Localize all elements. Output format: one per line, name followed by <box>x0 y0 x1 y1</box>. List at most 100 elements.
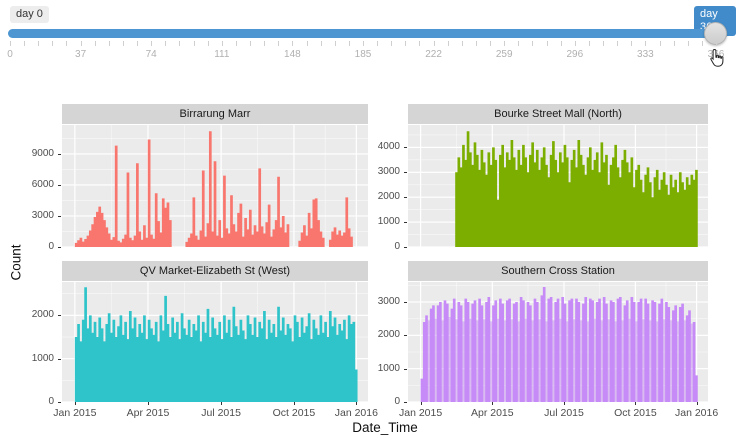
slider-tick <box>52 41 54 46</box>
x-tick-label: Jan 2015 <box>53 407 97 419</box>
x-tick-mark <box>564 402 565 405</box>
facet-strip: Southern Cross Station <box>408 261 708 281</box>
slider-tick-label: 185 <box>354 49 372 60</box>
x-tick-mark <box>420 402 422 405</box>
slider-tick <box>461 41 463 46</box>
facet-plot <box>62 125 368 247</box>
slider-track[interactable] <box>8 29 728 38</box>
y-tick-label: 9000 <box>31 147 54 159</box>
day-range-slider[interactable]: day 0 day 366 03774111148185222259296333… <box>0 0 736 67</box>
x-tick-label: Jul 2015 <box>201 407 241 419</box>
slider-handle[interactable] <box>704 22 727 45</box>
slider-tick <box>701 41 703 46</box>
slider-tick <box>617 41 619 46</box>
slider-tick <box>94 41 96 46</box>
slider-tick <box>207 41 209 46</box>
slider-tick <box>348 41 350 46</box>
slider-tick <box>518 41 520 46</box>
slider-tick <box>151 41 153 46</box>
y-tick-mark <box>404 368 407 370</box>
y-tick-label: 6000 <box>31 178 54 190</box>
slider-tick <box>673 41 675 46</box>
slider-tick <box>193 41 195 46</box>
facet-strip: Birrarung Marr <box>62 104 368 124</box>
x-tick-mark <box>293 402 295 405</box>
slider-tick <box>66 41 68 46</box>
slider-tick <box>38 41 40 46</box>
x-tick-mark <box>696 402 698 405</box>
slider-tick <box>546 41 548 46</box>
slider-tick <box>108 41 110 46</box>
y-tick-label: 1000 <box>31 352 54 364</box>
x-tick-mark <box>635 402 637 405</box>
x-tick-label: Jan 2015 <box>398 407 443 419</box>
slider-tick <box>377 41 379 46</box>
slider-tick <box>80 41 82 46</box>
slider-tick <box>10 41 11 46</box>
facet-plot <box>408 125 708 247</box>
y-tick-label: 0 <box>394 396 400 407</box>
slider-tick <box>716 41 717 46</box>
slider-tick <box>419 41 421 46</box>
slider-tick <box>137 41 139 46</box>
slider-tick-label: 222 <box>425 49 442 60</box>
slider-tick <box>122 41 124 46</box>
slider-tick <box>250 41 252 46</box>
slider-tick <box>574 41 576 46</box>
y-tick-mark <box>58 215 61 217</box>
y-axis-title: Count <box>8 244 24 281</box>
slider-tick-label: 148 <box>284 49 301 60</box>
slider-tick <box>687 41 689 46</box>
facet-plot <box>62 282 368 402</box>
y-tick-mark <box>58 402 61 403</box>
slider-tick <box>475 41 477 46</box>
x-tick-mark <box>492 402 494 405</box>
y-tick-mark <box>404 172 407 174</box>
slider-tick <box>24 41 26 46</box>
slider-tick <box>235 41 237 46</box>
slider-tick <box>504 41 506 46</box>
facet-strip: QV Market-Elizabeth St (West) <box>62 261 368 281</box>
slider-tick <box>391 41 393 46</box>
slider-tick <box>179 41 181 46</box>
y-tick-mark <box>404 302 407 303</box>
slider-tick <box>645 41 647 46</box>
slider-tick <box>320 41 322 46</box>
y-tick-mark <box>404 197 407 199</box>
slider-tick-label: 37 <box>75 49 87 60</box>
y-tick-mark <box>58 184 61 186</box>
x-axis-title: Date_Time <box>352 420 418 435</box>
y-tick-mark <box>404 402 407 403</box>
y-tick-mark <box>404 335 407 337</box>
slider-tick <box>588 41 590 46</box>
y-tick-mark <box>58 247 61 248</box>
slider-tick-label: 259 <box>495 49 513 60</box>
x-tick-mark <box>221 402 223 405</box>
y-tick-label: 2000 <box>377 191 400 203</box>
slider-tick <box>490 41 492 46</box>
facet-title: QV Market-Elizabeth St (West) <box>139 265 291 277</box>
slider-tick <box>292 41 294 46</box>
mouse-cursor-hand-icon <box>710 48 724 67</box>
y-tick-label: 3000 <box>377 166 400 178</box>
slider-tick <box>334 41 336 46</box>
x-tick-label: Jan 2016 <box>334 407 378 419</box>
slider-tick <box>165 41 167 46</box>
y-tick-mark <box>58 153 61 155</box>
slider-tick-label: 0 <box>7 49 13 60</box>
slider-tick <box>264 41 266 46</box>
x-tick-label: Oct 2015 <box>272 407 316 419</box>
y-tick-label: 0 <box>394 241 400 252</box>
x-tick-mark <box>147 402 149 405</box>
y-tick-label: 3000 <box>31 209 54 221</box>
slider-tick <box>433 41 435 46</box>
x-tick-mark <box>356 402 358 405</box>
facet-plot <box>408 282 708 402</box>
y-tick-mark <box>58 315 61 317</box>
slider-tick <box>221 41 223 46</box>
slider-tick <box>659 41 661 46</box>
slider-tick <box>447 41 449 46</box>
slider-scale: 03774111148185222259296333366 <box>0 40 736 64</box>
facet-title: Bourke Street Mall (North) <box>494 108 622 120</box>
